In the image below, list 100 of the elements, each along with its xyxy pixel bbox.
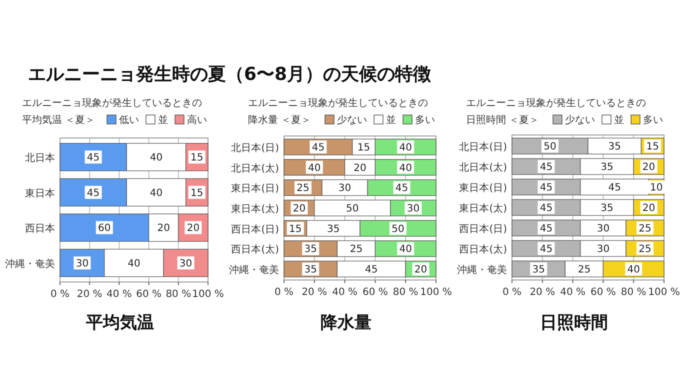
x-tick-label: 80 % xyxy=(392,287,418,298)
data-label: 20 xyxy=(642,162,656,174)
legend-label: 少ない xyxy=(565,114,595,126)
x-tick-label: 60 % xyxy=(590,287,616,298)
data-label: 45 xyxy=(540,182,553,194)
data-label: 25 xyxy=(578,264,591,276)
legend-label: 多い xyxy=(415,114,435,126)
legend-label: 少ない xyxy=(337,114,367,126)
legend-label: 並 xyxy=(614,114,624,126)
data-label: 20 xyxy=(354,162,366,174)
data-label: 45 xyxy=(86,152,100,164)
legend-label: 低い xyxy=(119,115,139,126)
x-tick-label: 100 % xyxy=(648,287,680,298)
legend-label: 並 xyxy=(386,114,396,126)
x-tick-label: 40 % xyxy=(106,289,132,300)
chart-title: エルニーニョ現象が発生しているときの xyxy=(466,97,646,109)
legend-label: 高い xyxy=(187,114,207,126)
y-tick-label: 東日本(日) xyxy=(231,182,280,195)
data-label: 45 xyxy=(608,182,621,194)
data-label: 45 xyxy=(540,203,553,214)
chart-subtitle: 日照時間 ＜夏＞ xyxy=(466,114,540,126)
data-label: 35 xyxy=(304,244,317,256)
data-label: 50 xyxy=(544,142,556,153)
data-label: 25 xyxy=(638,244,652,255)
data-label: 45 xyxy=(395,183,408,194)
x-axis-title: 平均気温 xyxy=(85,313,154,333)
data-label: 25 xyxy=(638,223,652,234)
x-tick-label: 0 % xyxy=(50,289,70,300)
y-tick-label: 西日本(太) xyxy=(231,244,280,256)
y-tick-label: 東日本(日) xyxy=(459,182,508,194)
y-tick-label: 北日本(太) xyxy=(231,162,280,174)
y-tick-label: 西日本(日) xyxy=(459,222,508,235)
x-tick-label: 100 % xyxy=(420,287,452,298)
y-tick-label: 西日本 xyxy=(25,222,55,235)
text: エルニーニョ発生時の夏（6〜8月）の天候の特徴 xyxy=(28,64,432,85)
data-label: 30 xyxy=(406,204,420,214)
x-axis-title: 日照時間 xyxy=(540,313,608,333)
data-label: 35 xyxy=(608,142,621,153)
chart-title: エルニーニョ現象が発生しているときの xyxy=(22,97,202,109)
data-label: 35 xyxy=(304,264,317,276)
x-tick-label: 40 % xyxy=(332,287,358,298)
chart-subtitle: 平均気温 ＜夏＞ xyxy=(22,114,96,126)
data-label: 40 xyxy=(399,162,412,174)
data-label: 35 xyxy=(600,203,614,214)
x-tick-label: 20 % xyxy=(302,287,328,298)
data-label: 30 xyxy=(596,223,610,234)
x-tick-label: 100 % xyxy=(192,289,224,300)
data-label: 50 xyxy=(392,224,404,235)
x-tick-label: 80 % xyxy=(166,289,192,300)
x-tick-label: 0 % xyxy=(502,287,522,298)
data-label: 40 xyxy=(150,152,163,164)
y-tick-label: 北日本(日) xyxy=(459,141,508,154)
data-label: 25 xyxy=(350,244,363,256)
data-label: 20 xyxy=(414,264,428,276)
data-label: 25 xyxy=(296,183,310,194)
data-label: 45 xyxy=(540,162,553,174)
data-label: 20 xyxy=(157,223,170,234)
legend-label: 並 xyxy=(158,114,168,126)
x-tick-label: 0 % xyxy=(274,287,294,298)
data-label: 50 xyxy=(346,204,359,214)
data-label: 30 xyxy=(338,183,352,194)
data-label: 40 xyxy=(399,244,412,256)
y-tick-label: 東日本(太) xyxy=(231,203,280,215)
x-tick-label: 80 % xyxy=(620,287,646,298)
data-label: 45 xyxy=(540,223,553,234)
data-label: 15 xyxy=(190,152,204,164)
data-label: 15 xyxy=(357,142,370,154)
x-axis-title: 降水量 xyxy=(320,313,372,333)
data-label: 45 xyxy=(540,244,553,255)
data-label: 20 xyxy=(292,204,306,214)
data-label: 10 xyxy=(650,182,663,194)
x-tick-label: 60 % xyxy=(362,287,388,298)
y-tick-label: 西日本(太) xyxy=(459,243,508,256)
data-label: 30 xyxy=(596,244,610,255)
data-label: 40 xyxy=(128,258,140,270)
data-label: 15 xyxy=(289,224,302,235)
data-label: 60 xyxy=(98,223,111,234)
x-tick-label: 40 % xyxy=(560,287,586,298)
data-label: 45 xyxy=(86,188,100,199)
data-label: 45 xyxy=(365,264,378,276)
data-label: 40 xyxy=(627,264,640,276)
data-label: 15 xyxy=(190,188,204,199)
y-tick-label: 沖縄・奄美 xyxy=(229,264,279,276)
y-tick-label: 沖縄・奄美 xyxy=(5,258,55,270)
legend-label: 多い xyxy=(643,114,663,126)
x-tick-label: 20 % xyxy=(76,289,102,300)
x-tick-label: 60 % xyxy=(136,289,162,300)
y-tick-label: 西日本(日) xyxy=(231,223,280,236)
data-label: 40 xyxy=(150,188,163,199)
data-label: 35 xyxy=(327,224,340,235)
y-tick-label: 北日本 xyxy=(25,152,55,164)
y-tick-label: 沖縄・奄美 xyxy=(457,264,507,276)
data-label: 35 xyxy=(600,162,614,174)
chart-title: エルニーニョ現象が発生しているときの xyxy=(248,97,428,109)
y-tick-label: 北日本(日) xyxy=(231,142,280,154)
data-label: 30 xyxy=(76,258,89,270)
data-label: 30 xyxy=(179,258,192,270)
chart-subtitle: 降水量 ＜夏＞ xyxy=(248,114,312,126)
data-label: 15 xyxy=(646,142,659,153)
data-label: 40 xyxy=(308,162,321,174)
